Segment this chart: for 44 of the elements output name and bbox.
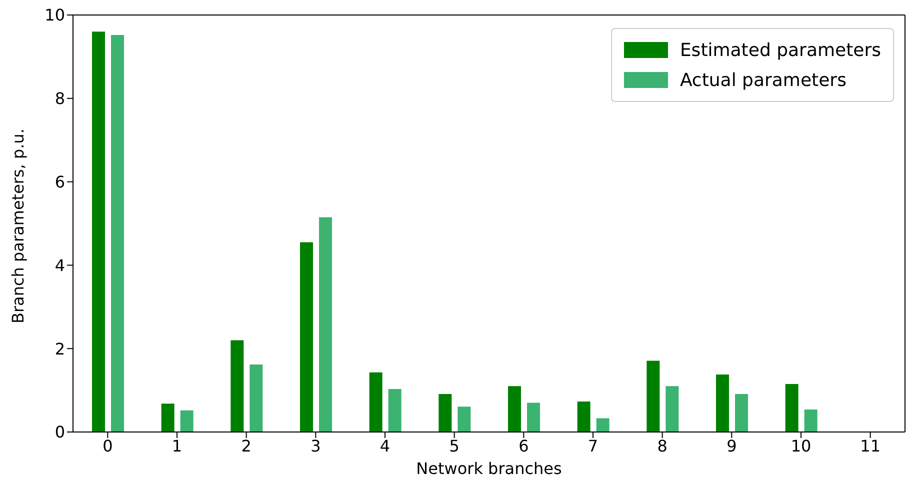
x-tick-label: 0: [102, 436, 113, 456]
bar: [785, 384, 798, 432]
bar: [111, 35, 124, 432]
x-tick-label: 3: [310, 436, 321, 456]
y-tick-label: 2: [54, 339, 65, 358]
x-tick-label: 9: [726, 436, 737, 456]
bar: [508, 386, 521, 432]
y-tick-label: 6: [54, 172, 65, 192]
bar: [646, 360, 660, 432]
bar: [735, 394, 748, 432]
bar: [230, 340, 244, 432]
bar: [92, 32, 105, 432]
bar: [319, 217, 332, 432]
bar: [300, 242, 313, 432]
x-axis-title: Network branches: [416, 459, 562, 478]
bar: [596, 418, 610, 432]
bar: [577, 402, 590, 432]
legend-label: Actual parameters: [680, 70, 846, 90]
bar: [161, 404, 174, 432]
x-tick-label: 8: [657, 436, 668, 456]
x-tick-label: 4: [380, 436, 390, 456]
y-tick-label: 0: [54, 422, 65, 442]
y-tick-label: 10: [44, 6, 65, 25]
x-tick-label: 5: [449, 436, 460, 456]
y-tick-label: 8: [54, 89, 65, 108]
bar: [804, 409, 818, 432]
bar: [438, 394, 452, 432]
bar: [666, 386, 679, 432]
bar: [388, 389, 402, 432]
bar: [369, 372, 382, 432]
y-axis-title: Branch parameters, p.u.: [8, 128, 28, 324]
bar: [716, 374, 729, 432]
bar: [458, 406, 471, 432]
bar: [180, 410, 194, 432]
bar: [527, 402, 540, 432]
x-tick-label: 2: [241, 436, 252, 456]
x-tick-label: 10: [790, 436, 812, 456]
x-tick-label: 1: [172, 436, 182, 456]
y-tick-label: 4: [54, 256, 65, 275]
legend-label: Estimated parameters: [680, 40, 881, 60]
bar: [250, 364, 263, 432]
x-tick-label: 7: [588, 436, 598, 456]
x-tick-label: 6: [518, 436, 529, 456]
x-tick-label: 11: [860, 436, 881, 456]
